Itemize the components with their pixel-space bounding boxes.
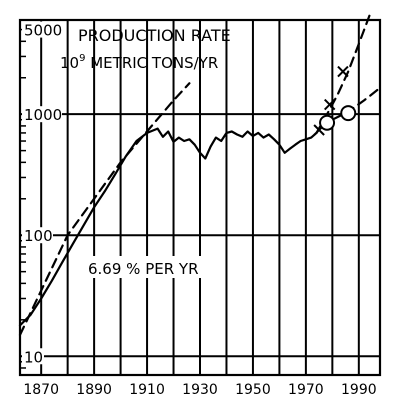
chart-subtitle-unit: METRIC TONS/YR	[85, 54, 218, 72]
grid-lines	[20, 19, 380, 376]
x-tick-labels: 1870 1890 1910 1930 1950 1970 1990	[23, 382, 376, 398]
y-tick-label: 5000	[24, 22, 62, 40]
circle-marker	[319, 114, 336, 131]
x-marker	[337, 65, 349, 78]
y-tick-label: 100	[24, 227, 53, 245]
x-tick-label: 1910	[129, 382, 165, 398]
marker-layer	[313, 65, 357, 136]
x-tick-label: 1990	[341, 382, 377, 398]
chart-subtitle-base: 10	[60, 54, 79, 72]
x-tick-label: 1930	[182, 382, 218, 398]
x-tick-label: 1870	[23, 382, 59, 398]
y-tick-label-bg	[22, 348, 44, 365]
y-tick-label-bg	[22, 21, 62, 38]
x-tick-label: 1970	[288, 382, 324, 398]
dashed-series-line-1	[18, 82, 191, 336]
chart-subtitle: 109 METRIC TONS/YR	[60, 53, 218, 72]
plot-frame	[18, 18, 382, 377]
production-series-line	[18, 127, 318, 327]
chart-subtitle-exponent: 9	[79, 53, 85, 64]
growth-rate-annotation: 6.69 % PER YR	[88, 260, 199, 278]
x-marker	[323, 98, 336, 111]
y-tick-label-bg	[22, 106, 62, 123]
chart-title: PRODUCTION RATE	[78, 26, 231, 45]
growth-rate-label-bg	[84, 256, 206, 278]
dashed-series-line-3	[331, 86, 382, 121]
y-tick-label: 10	[24, 348, 43, 366]
y-tick-label: 1000	[24, 106, 62, 124]
x-tick-label: 1890	[76, 382, 112, 398]
circle-marker	[340, 105, 357, 122]
x-tick-label: 1950	[235, 382, 271, 398]
y-tick-label-bg	[22, 227, 53, 244]
y-tick-labels: 10 100 1000 5000	[22, 21, 62, 366]
